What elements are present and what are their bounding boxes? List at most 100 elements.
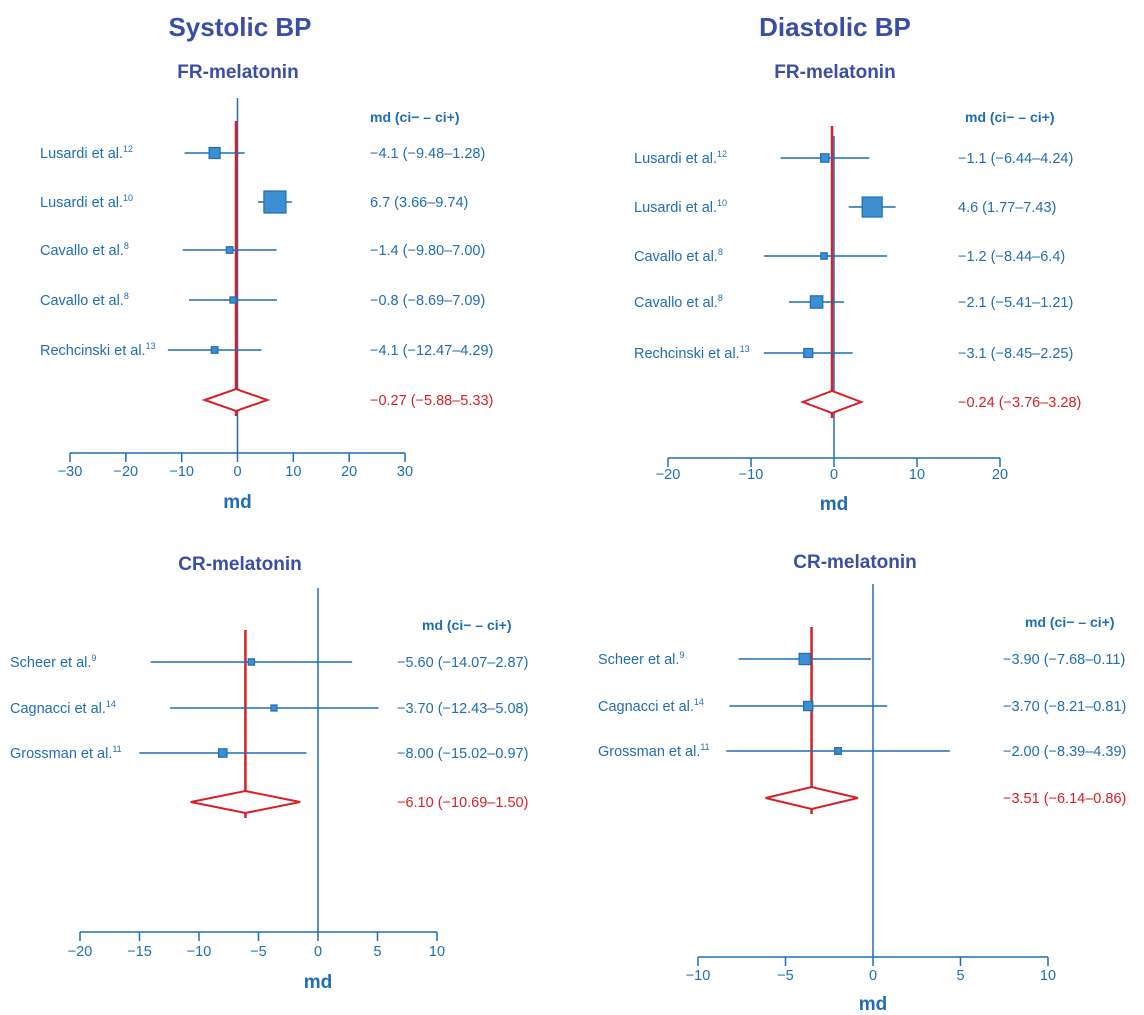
study-name: Lusardi et al. — [634, 151, 717, 167]
pooled-result: −6.10 (−10.69–1.50) — [397, 795, 528, 811]
pooled-diamond — [190, 789, 301, 815]
study-label: Cagnacci et al.14 — [10, 699, 116, 717]
x-tick-label: −30 — [58, 464, 83, 480]
study-row: Lusardi et al.10 4.6 (1.77–7.43) — [634, 196, 1056, 218]
study-row: Scheer et al.9 −3.90 (−7.68–0.11) — [598, 650, 1125, 668]
x-tick-label: 30 — [397, 464, 413, 480]
effect-size-marker — [263, 190, 287, 214]
study-reference: 12 — [717, 149, 727, 159]
study-row: Cagnacci et al.14 −3.70 (−8.21–0.81) — [598, 697, 1126, 715]
study-reference: 11 — [700, 742, 709, 752]
effect-size-marker — [820, 252, 828, 260]
study-name: Cavallo et al. — [40, 243, 124, 259]
x-tick-label: −5 — [777, 968, 794, 984]
x-tick-label: 0 — [869, 968, 877, 984]
study-row: Grossman et al.11 −8.00 (−15.02–0.97) — [10, 744, 528, 762]
study-name: Grossman et al. — [598, 744, 700, 760]
study-reference: 9 — [679, 650, 684, 660]
study-label: Grossman et al.11 — [10, 744, 122, 762]
result-column-header: md (ci− – ci+) — [1025, 614, 1114, 630]
effect-size-marker — [210, 346, 219, 354]
x-tick-label: 10 — [285, 464, 301, 480]
x-axis-label: md — [820, 494, 849, 515]
study-name: Cagnacci et al. — [598, 699, 694, 715]
x-tick-label: 10 — [909, 467, 925, 483]
x-tick-label: 0 — [314, 944, 322, 960]
effect-size-marker — [247, 658, 256, 666]
study-reference: 10 — [717, 198, 727, 208]
study-reference: 8 — [124, 241, 129, 251]
study-name: Scheer et al. — [598, 652, 679, 668]
study-label: Cavallo et al.8 — [634, 247, 723, 265]
effect-size-marker — [208, 146, 221, 160]
systolic-bp-column-title: Systolic BP — [168, 12, 311, 42]
x-tick-label: 0 — [233, 464, 241, 480]
study-row: Scheer et al.9 −5.60 (−14.07–2.87) — [10, 653, 528, 671]
study-row: Cagnacci et al.14 −3.70 (−12.43–5.08) — [10, 699, 528, 717]
effect-size-marker — [820, 153, 830, 163]
pooled-diamond — [765, 785, 859, 811]
study-label: Lusardi et al.12 — [634, 149, 727, 167]
effect-size-marker — [218, 748, 228, 758]
x-tick-label: 20 — [992, 467, 1008, 483]
x-tick-label: −15 — [127, 944, 152, 960]
study-row: Rechcinski et al.13 −3.1 (−8.45–2.25) — [634, 344, 1073, 362]
study-result: −2.00 (−8.39–4.39) — [1003, 744, 1126, 760]
pooled-result: −0.27 (−5.88–5.33) — [370, 393, 493, 409]
study-reference: 14 — [694, 697, 704, 707]
study-row: Cavallo et al.8 −1.2 (−8.44–6.4) — [634, 247, 1065, 265]
study-name: Rechcinski et al. — [40, 343, 146, 359]
study-name: Cavallo et al. — [634, 295, 718, 311]
panel-title: CR-melatonin — [178, 554, 302, 575]
study-name: Cagnacci et al. — [10, 701, 106, 717]
panel-title: FR-melatonin — [177, 62, 298, 83]
study-reference: 8 — [718, 247, 723, 257]
x-axis-label: md — [304, 972, 333, 993]
study-label: Rechcinski et al.13 — [40, 341, 156, 359]
study-result: −4.1 (−12.47–4.29) — [370, 343, 493, 359]
effect-size-marker — [229, 296, 237, 304]
study-row: Lusardi et al.12 −4.1 (−9.48–1.28) — [40, 144, 485, 162]
study-result: 6.7 (3.66–9.74) — [370, 195, 468, 211]
pooled-result: −3.51 (−6.14–0.86) — [1003, 791, 1126, 807]
panel-title: CR-melatonin — [793, 552, 917, 573]
study-label: Lusardi et al.10 — [40, 193, 133, 211]
study-reference: 11 — [112, 744, 121, 754]
x-tick-label: −20 — [68, 944, 93, 960]
x-tick-label: −20 — [114, 464, 139, 480]
x-tick-label: 10 — [429, 944, 445, 960]
study-reference: 10 — [123, 193, 133, 203]
x-axis-label: md — [859, 994, 888, 1015]
forest-panel-4: CR-melatonin md (ci− – ci+) −10 −5 0 5 10 md Sch… — [598, 552, 1126, 1015]
forest-panels: FR-melatonin md (ci− – ci+) −30 −20 −10 0 10 20… — [10, 62, 1126, 1015]
study-reference: 14 — [106, 699, 116, 709]
x-tick-label: −5 — [250, 944, 267, 960]
study-label: Grossman et al.11 — [598, 742, 710, 760]
study-label: Cagnacci et al.14 — [598, 697, 704, 715]
effect-size-marker — [803, 347, 814, 359]
study-result: −4.1 (−9.48–1.28) — [370, 146, 485, 162]
study-reference: 13 — [740, 344, 750, 354]
study-label: Lusardi et al.12 — [40, 144, 133, 162]
x-tick-label: −10 — [187, 944, 212, 960]
forest-panel-1: FR-melatonin md (ci− – ci+) −30 −20 −10 0 10 20… — [40, 62, 493, 513]
study-label: Cavallo et al.8 — [40, 241, 129, 259]
study-row: Cavallo et al.8 −0.8 (−8.69–7.09) — [40, 291, 485, 309]
study-result: −1.2 (−8.44–6.4) — [958, 249, 1065, 265]
study-result: −8.00 (−15.02–0.97) — [397, 746, 528, 762]
effect-size-marker — [803, 700, 814, 712]
study-row: Lusardi et al.10 6.7 (3.66–9.74) — [40, 190, 468, 214]
study-result: 4.6 (1.77–7.43) — [958, 200, 1056, 216]
effect-size-marker — [798, 652, 811, 666]
study-row: Cavallo et al.8 −2.1 (−5.41–1.21) — [634, 293, 1073, 311]
study-label: Scheer et al.9 — [10, 653, 96, 671]
study-label: Rechcinski et al.13 — [634, 344, 750, 362]
x-tick-label: 5 — [956, 968, 964, 984]
effect-size-marker — [861, 196, 883, 218]
x-tick-label: 20 — [341, 464, 357, 480]
study-result: −3.1 (−8.45–2.25) — [958, 346, 1073, 362]
pooled-diamond — [799, 389, 865, 415]
study-result: −3.90 (−7.68–0.11) — [1003, 652, 1125, 668]
study-result: −1.4 (−9.80–7.00) — [370, 243, 485, 259]
